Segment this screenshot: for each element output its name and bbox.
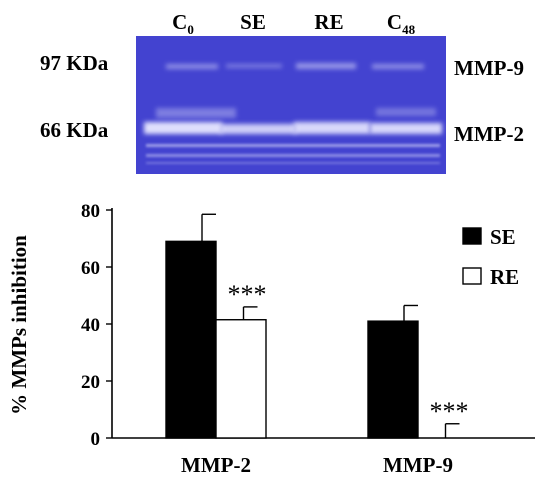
band-mmp2-c0 <box>144 122 222 134</box>
legend-label-re: RE <box>490 265 519 289</box>
y-tick-label: 80 <box>81 201 100 222</box>
bar-se-mmp-2 <box>165 240 217 439</box>
band-mmp2-c48 <box>370 123 442 134</box>
band-label-mmp9: MMP-9 <box>454 56 524 80</box>
x-tick-label: MMP-2 <box>181 453 251 477</box>
significance-annotation: *** <box>228 280 267 309</box>
band-mmp9-c48 <box>372 64 424 69</box>
bar-se-mmp-9 <box>367 320 419 439</box>
gel-bands <box>144 63 442 164</box>
y-tick-label: 60 <box>81 258 100 279</box>
bar-re-mmp-2 <box>215 319 267 439</box>
lane-label-se: SE <box>218 10 288 35</box>
band-lower-1 <box>146 144 440 147</box>
bars: *** *** <box>165 213 469 439</box>
legend-swatch-re <box>462 267 482 285</box>
mw-label-66: 66 KDa <box>40 118 109 142</box>
legend: SE RE <box>462 225 519 289</box>
y-tick-label: 20 <box>81 372 100 393</box>
legend-label-se: SE <box>490 225 516 249</box>
lane-label-main: C <box>172 10 188 34</box>
y-ticks: 0 20 40 60 80 <box>81 201 112 450</box>
band-mmp9-re <box>296 63 356 69</box>
lane-label-sub: 0 <box>187 22 194 38</box>
band-label-mmp2: MMP-2 <box>454 122 524 146</box>
band-lower-3 <box>146 162 440 164</box>
lane-label-main: SE <box>240 10 266 34</box>
band-mmp2-se <box>220 124 296 134</box>
x-tick-labels: MMP-2 MMP-9 <box>181 453 453 477</box>
x-tick-label: MMP-9 <box>383 453 453 477</box>
lane-label-c48: C48 <box>366 10 436 38</box>
lane-label-re: RE <box>294 10 364 35</box>
y-axis-label: % MMPs inhibition <box>7 235 31 415</box>
significance-annotation: *** <box>430 397 469 426</box>
zymography-gel-image <box>136 36 446 174</box>
lane-label-sub: 48 <box>402 22 416 38</box>
lane-label-main: RE <box>314 10 344 34</box>
band-lower-2 <box>146 154 440 157</box>
band-mmp9-c0 <box>166 64 218 69</box>
lane-label-c0: C0 <box>148 10 218 38</box>
y-tick-label: 0 <box>91 429 101 450</box>
bar-chart: % MMPs inhibition 0 20 40 60 80 *** *** MMP-2… <box>7 201 535 477</box>
band-mmp9-se <box>226 64 282 68</box>
band-smear-c0 <box>156 108 236 118</box>
band-mmp2-re <box>294 122 370 134</box>
lane-label-main: C <box>386 10 403 34</box>
mw-label-97: 97 KDa <box>40 51 109 75</box>
gel-background <box>136 36 446 174</box>
y-tick-label: 40 <box>81 315 100 336</box>
band-smear-c48 <box>376 108 436 116</box>
legend-swatch-se <box>462 227 482 245</box>
